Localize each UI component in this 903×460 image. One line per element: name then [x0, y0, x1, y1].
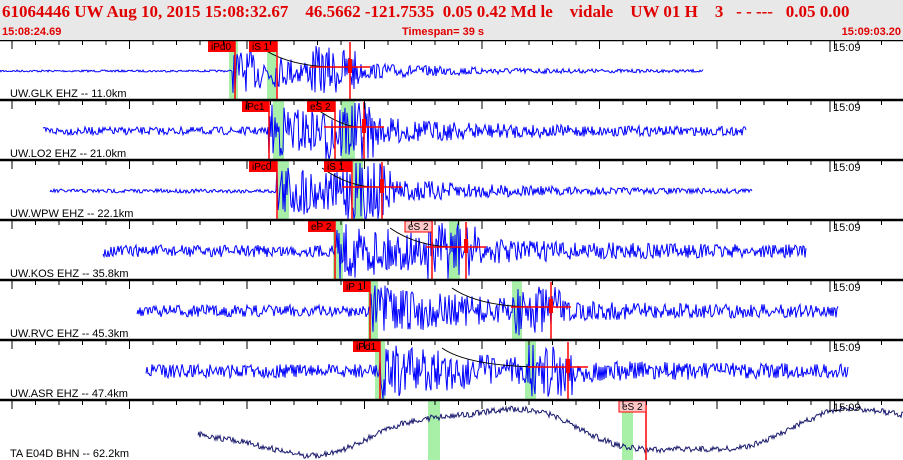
station-label: UW.ASR EHZ -- 47.4km: [10, 388, 128, 400]
station-label: UW.KOS EHZ -- 35.8km: [10, 268, 129, 280]
phase-pick-text: iS 1: [252, 42, 270, 53]
minute-label: 15:09: [833, 42, 861, 54]
minute-label: 15:09: [833, 282, 861, 294]
amplitude-marker: [362, 119, 366, 133]
waveform: [145, 344, 849, 400]
travel-time-curve: [441, 347, 569, 368]
phase-pick-text: iPc0: [252, 162, 272, 173]
event-title: 61064446 UW Aug 10, 2015 15:08:32.67 46.…: [2, 2, 850, 21]
amplitude-marker: [549, 299, 553, 313]
pick-window: [368, 281, 378, 340]
phase-pick-text: eS 2: [310, 102, 331, 113]
station-label: UW.RVC EHZ -- 45.3km: [10, 328, 128, 340]
phase-pick-label[interactable]: [324, 161, 352, 172]
minute-label: 15:09: [833, 102, 861, 114]
minute-label: 15:09: [833, 222, 861, 234]
pick-window: [525, 341, 536, 400]
phase-pick-label[interactable]: [343, 281, 370, 292]
station-label: UW.WPW EHZ -- 22.1km: [10, 208, 133, 220]
phase-pick-label[interactable]: [208, 41, 235, 52]
phase-pick-text: iP 1: [346, 282, 363, 293]
start-time: 15:08:24.69: [2, 26, 62, 38]
station-label: TA E04D BHN -- 62.2km: [10, 448, 129, 460]
seismogram-panel[interactable]: iPd0 iS 1 15:09 UW.GLK EHZ -- 11.0km iPc1 eS …: [0, 40, 903, 460]
pick-window: [267, 41, 276, 100]
phase-pick-label[interactable]: [353, 341, 380, 352]
station-label: UW.GLK EHZ -- 11.0km: [10, 88, 127, 100]
phase-pick-text: eS 2: [408, 222, 429, 233]
trace-3[interactable]: iPc0 iS 1 15:09 UW.WPW EHZ -- 22.1km: [0, 158, 903, 220]
phase-pick-label[interactable]: [249, 161, 277, 172]
timespan: Timespan= 39 s: [402, 26, 485, 38]
phase-pick-label[interactable]: [242, 101, 269, 112]
waveform: [136, 285, 839, 336]
pick-window: [428, 401, 440, 460]
amplitude-marker: [566, 359, 570, 373]
event-header: 61064446 UW Aug 10, 2015 15:08:32.67 46.…: [0, 0, 903, 40]
amplitude-marker: [464, 239, 468, 253]
amplitude-marker: [380, 179, 384, 193]
phase-pick-text: iPd0: [211, 42, 231, 53]
phase-pick-text: eS 2: [622, 402, 643, 413]
minute-label: 15:09: [833, 342, 861, 354]
waveform: [102, 222, 807, 280]
amplitude-marker: [348, 59, 352, 73]
station-label: UW.LO2 EHZ -- 21.0km: [10, 148, 126, 160]
phase-pick-label[interactable]: [308, 221, 335, 232]
trace-4[interactable]: eP 2 eS 2 15:09 UW.KOS EHZ -- 35.8km: [0, 218, 903, 280]
trace-7[interactable]: eS 2 15:09 TA E04D BHN -- 62.2km: [0, 398, 903, 460]
phase-pick-text: iPc1: [245, 102, 265, 113]
end-time: 15:09:03.20: [841, 26, 901, 38]
waveform: [42, 102, 747, 160]
phase-pick-label[interactable]: [249, 41, 277, 52]
minute-label: 15:09: [833, 162, 861, 174]
pick-window: [622, 401, 633, 460]
trace-2[interactable]: iPc1 eS 2 15:09 UW.LO2 EHZ -- 21.0km: [0, 98, 903, 160]
phase-pick-text: iPd1: [356, 342, 376, 353]
trace-1[interactable]: iPd0 iS 1 15:09 UW.GLK EHZ -- 11.0km: [0, 40, 903, 100]
minute-label: 15:09: [833, 402, 861, 414]
phase-pick-text: iS 1: [327, 162, 345, 173]
trace-5[interactable]: iP 1 15:09 UW.RVC EHZ -- 45.3km: [0, 278, 903, 340]
phase-pick-label[interactable]: [307, 101, 335, 112]
phase-pick-text: eP 2: [311, 222, 332, 233]
waveform: [0, 45, 704, 93]
waveform: [197, 404, 903, 459]
trace-6[interactable]: iPd1 15:09 UW.ASR EHZ -- 47.4km: [0, 338, 903, 400]
waveform: [49, 162, 753, 220]
